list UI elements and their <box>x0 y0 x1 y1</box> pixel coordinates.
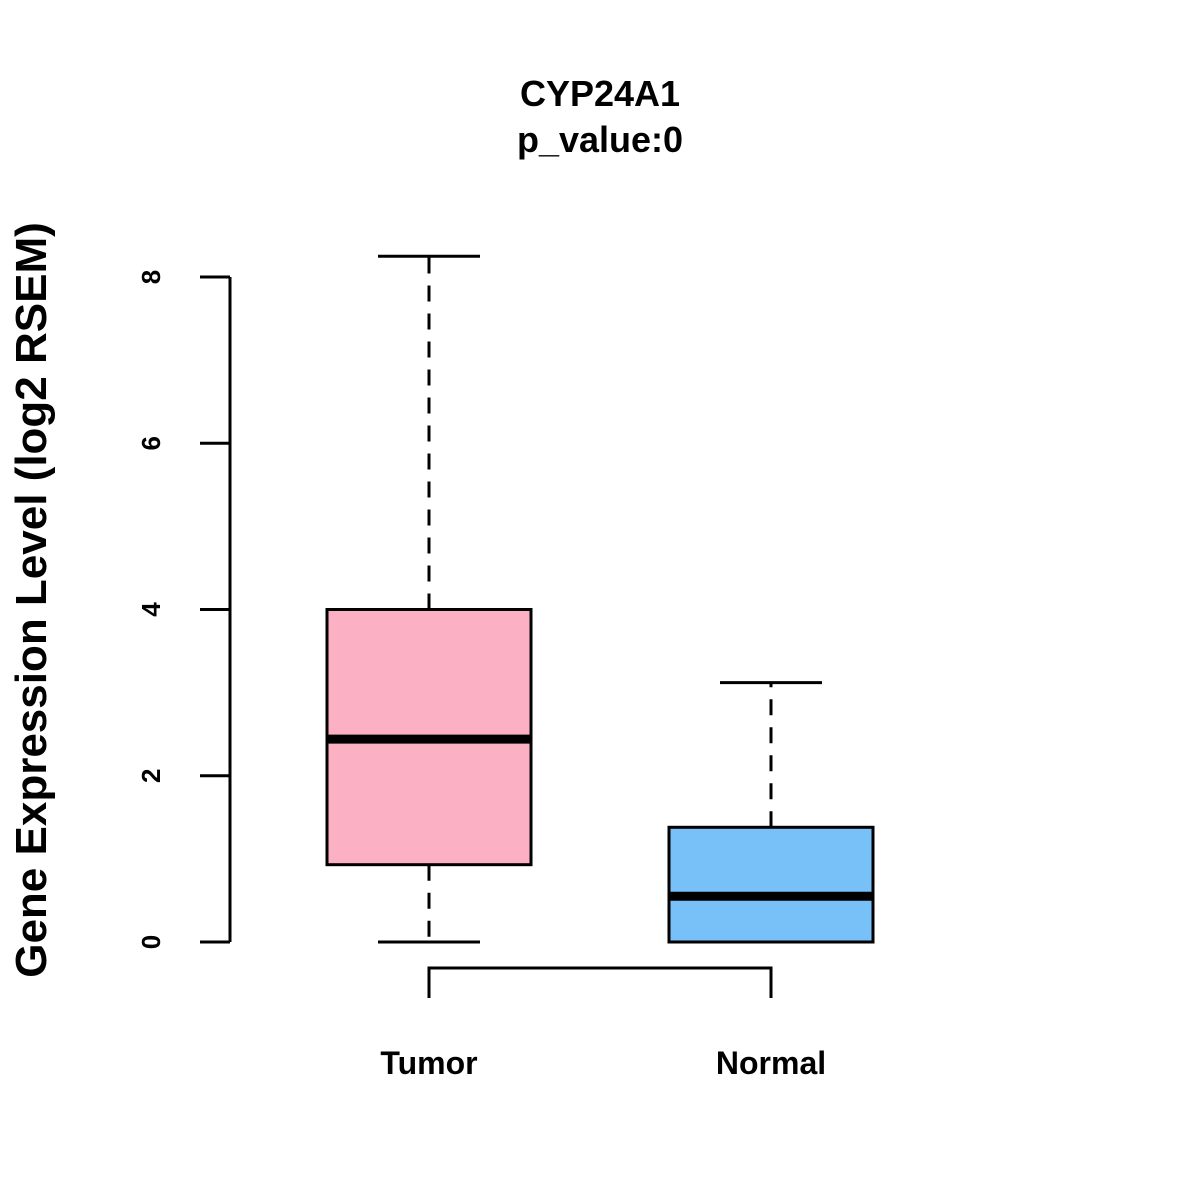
x-axis-categories: Tumor Normal <box>380 1045 826 1081</box>
y-tick-label: 0 <box>136 935 166 949</box>
y-tick-label: 2 <box>136 769 166 783</box>
y-axis: 0 2 4 6 8 <box>136 270 232 949</box>
y-tick-label: 8 <box>136 270 166 284</box>
box-normal <box>667 681 875 944</box>
y-tick-label: 4 <box>136 602 166 617</box>
box-series <box>325 254 875 944</box>
y-tick-label: 6 <box>136 436 166 450</box>
x-category-label: Normal <box>716 1045 826 1081</box>
comparison-bracket <box>427 966 773 998</box>
chart-subtitle: p_value:0 <box>517 119 683 160</box>
y-axis-label: Gene Expression Level (log2 RSEM) <box>7 222 56 978</box>
iqr-box <box>667 825 875 944</box>
box-tumor <box>325 254 533 944</box>
bracket-line <box>427 966 773 998</box>
chart-title: CYP24A1 <box>520 73 680 114</box>
x-category-label: Tumor <box>380 1045 477 1081</box>
